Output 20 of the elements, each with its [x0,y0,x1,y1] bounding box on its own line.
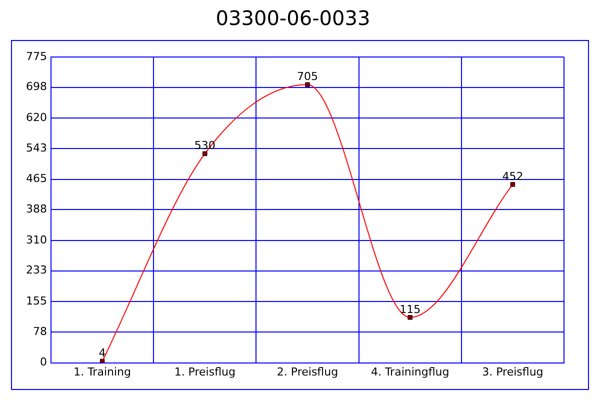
y-tick-label: 698 [26,80,47,94]
y-tick-label: 388 [26,202,47,216]
x-tick-label: 1. Training [74,365,131,378]
data-label: 705 [297,70,318,83]
data-label: 4 [98,346,106,360]
x-tick-label: 3. Preisflug [482,365,544,378]
x-tick-label: 4. Trainingflug [370,365,450,378]
y-tick-label: 775 [26,50,47,63]
x-tick-label: 2. Preisflug [276,365,338,378]
y-tick-label: 0 [40,356,47,369]
y-tick-label: 155 [26,294,47,308]
y-tick-label: 78 [32,324,47,338]
y-tick-label: 543 [26,141,47,154]
y-tick-label: 620 [26,111,47,124]
y-tick-label: 465 [26,172,47,186]
y-tick-label: 310 [26,233,47,246]
chart-title: 03300-06-0033 [216,6,370,30]
data-label: 115 [400,302,421,316]
x-tick-label: 1. Preisflug [174,365,236,378]
y-tick-label: 233 [26,264,47,277]
